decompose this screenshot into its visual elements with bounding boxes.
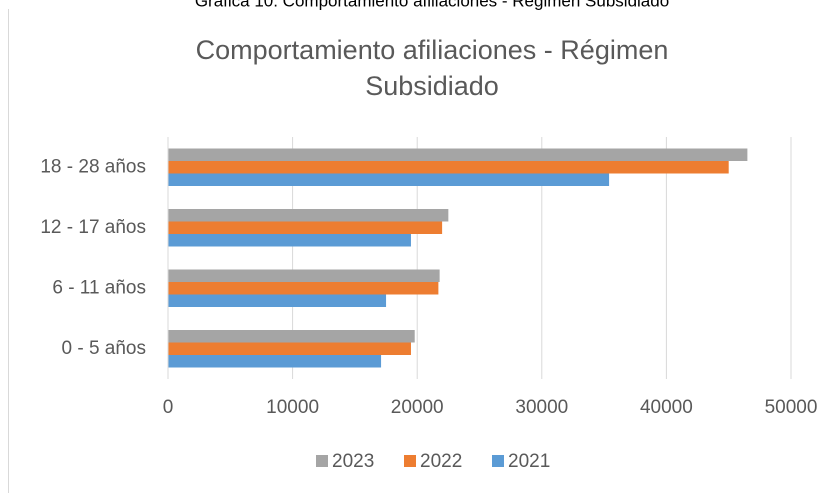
y-tick-label: 18 - 28 años (40, 156, 146, 177)
x-tick-label: 10000 (266, 397, 319, 418)
bar (168, 282, 439, 295)
bar (168, 330, 415, 343)
chart-title: Subsidiado (365, 71, 499, 101)
y-tick-label: 12 - 17 años (40, 217, 146, 238)
y-tick-label: 6 - 11 años (52, 277, 146, 298)
legend-swatch (316, 455, 328, 467)
bar (168, 294, 387, 307)
bar (168, 173, 610, 186)
x-tick-label: 20000 (391, 397, 444, 418)
x-tick-label: 50000 (765, 397, 818, 418)
x-tick-label: 0 (163, 397, 174, 418)
legend-label: 2022 (420, 451, 462, 472)
bar (168, 269, 440, 282)
bar (168, 148, 748, 161)
legend-swatch (492, 455, 504, 467)
y-tick-label: 0 - 5 años (62, 338, 147, 359)
x-tick-label: 40000 (640, 397, 693, 418)
chart-title: Comportamiento afiliaciones - Régimen (196, 35, 669, 65)
bar (168, 209, 449, 222)
bar (168, 342, 411, 355)
legend-label: 2023 (332, 451, 374, 472)
bar (168, 161, 729, 174)
legend-swatch (404, 455, 416, 467)
caption-bg (0, 0, 840, 9)
caption: Gráfica 10. Comportamiento afiliaciones … (195, 0, 669, 10)
legend-label: 2021 (508, 451, 550, 472)
bar (168, 355, 382, 368)
bar (168, 221, 443, 234)
bar (168, 234, 411, 247)
x-tick-label: 30000 (515, 397, 568, 418)
